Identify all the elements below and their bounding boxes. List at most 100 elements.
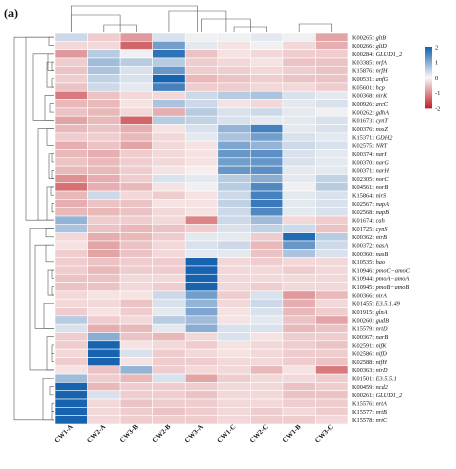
heatmap-cell-K15578-CW1-B: [282, 415, 316, 425]
heatmap-cell-K00262-CW2-B: [152, 107, 186, 117]
legend-gradient-step: [425, 85, 432, 88]
heatmap-cell-K00260-CW1-A: [54, 315, 88, 325]
heatmap-cell-K00368-CW3-C: [315, 90, 349, 100]
heatmap-cell-K02305-CW2-B: [152, 174, 186, 184]
heatmap-cell-K00531-CW3-A: [184, 74, 219, 84]
row-label-K01725: K01725: cynS: [352, 226, 388, 233]
legend-gradient-step: [425, 47, 432, 49]
heatmap-cell-K00284-CW1-B: [282, 49, 316, 59]
heatmap-cell-K00261-CW1-B: [282, 390, 316, 400]
heatmap-cell-K00265-CW2-B: [152, 32, 186, 42]
heatmap-cell-K02568-CW2-B: [152, 207, 186, 217]
row-label-K15577: K15577: nrtB: [352, 409, 387, 416]
legend-gradient-step: [425, 79, 432, 81]
legend-gradient-step: [425, 65, 432, 67]
heatmap-cell-K05601-CW1-B: [282, 82, 316, 92]
heatmap-cell-K00374-CW1-C: [217, 149, 251, 159]
row-dendrogram-branch-18: [46, 128, 54, 146]
row-label-K15876: K15876: nrfH: [352, 68, 388, 75]
row-dendrogram-branch-0: [48, 36, 54, 46]
heatmap-cell-K00376-CW1-A: [54, 124, 88, 134]
heatmap-cell-K00370-CW1-B: [282, 157, 316, 167]
heatmap-cell-K00374-CW2-C: [250, 149, 284, 159]
heatmap-cell-K02567-CW2-B: [152, 199, 186, 209]
row-dendrogram-branch-17: [44, 95, 54, 121]
row-label-K00374: K00374: narI: [352, 151, 387, 158]
legend-gradient-step: [425, 93, 432, 96]
legend-gradient-step: [425, 106, 432, 109]
heatmap-cell-K15578-CW1-C: [217, 415, 251, 425]
heatmap-cell-K01915-CW3-B: [119, 307, 153, 317]
heatmap-cell-K01674-CW3-B: [119, 215, 153, 225]
heatmap-cell-K02568-CW2-A: [87, 207, 121, 217]
legend-gradient-step: [425, 92, 432, 95]
heatmap-cell-K01455-CW3-B: [119, 298, 153, 308]
heatmap-cell-K00367-CW1-A: [54, 332, 88, 342]
heatmap-cell-K02591-CW3-C: [315, 340, 349, 350]
legend-gradient-step: [425, 101, 432, 104]
legend-gradient-step: [425, 49, 432, 51]
column-label-CW1-C: CW1-C: [216, 423, 238, 445]
legend-gradient-step: [425, 70, 432, 72]
row-dendrogram-branch-32: [13, 36, 54, 421]
heatmap-cell-K00370-CW3-B: [119, 157, 153, 167]
legend-gradient-step: [425, 50, 432, 52]
heatmap-cell-K00266-CW1-A: [54, 41, 88, 50]
heatmap-cell-K00362-CW3-C: [315, 232, 349, 242]
legend-gradient-step: [425, 73, 432, 75]
row-label-K00371: K00371: narH: [352, 168, 389, 175]
row-label-K00368: K00368: nirK: [352, 93, 388, 100]
heatmap-cell-K04561-CW2-A: [87, 182, 121, 192]
heatmap-cell-K15371-CW2-B: [152, 132, 186, 142]
column-label-CW2-A: CW2-A: [85, 423, 107, 445]
heatmap-cell-K00261-CW3-C: [315, 390, 349, 400]
heatmap-cell-K02591-CW1-C: [217, 340, 251, 350]
heatmap-cell-K15371-CW2-A: [87, 132, 121, 142]
heatmap-cell-K00376-CW3-C: [315, 124, 349, 134]
heatmap-cell-K05601-CW3-C: [315, 82, 349, 92]
heatmap-cell-K01673-CW3-B: [119, 115, 153, 125]
row-dendrogram-branch-7: [50, 186, 54, 196]
heatmap-cell-K03385-CW1-A: [54, 57, 88, 67]
heatmap-cell-K02568-CW1-B: [282, 207, 316, 217]
row-label-K15864: K15864: nirS: [352, 193, 387, 200]
heatmap-cell-K00372-CW1-C: [217, 240, 251, 250]
heatmap-cell-K10946-CW2-A: [87, 265, 121, 275]
heatmap-cell-K00360-CW3-B: [119, 249, 153, 258]
heatmap-cell-K00265-CW1-C: [217, 32, 251, 42]
heatmap-cell-K00367-CW2-C: [250, 332, 284, 342]
legend-gradient-step: [425, 56, 432, 58]
heatmap-cell-K02591-CW3-B: [119, 340, 153, 350]
heatmap-cell-K15371-CW3-C: [315, 132, 349, 142]
heatmap-cell-K15579-CW3-B: [119, 323, 153, 333]
heatmap-cell-K15864-CW3-B: [119, 190, 153, 200]
heatmap-cell-K00372-CW2-C: [250, 240, 284, 250]
heatmap-cell-K00531-CW2-A: [87, 74, 121, 84]
heatmap-cell-K00363-CW1-C: [217, 365, 251, 375]
heatmap-cell-K00262-CW3-A: [184, 107, 219, 117]
heatmap-cell-K15577-CW2-A: [87, 407, 121, 416]
heatmap-cell-K01673-CW2-C: [250, 115, 284, 125]
row-label-K10946: K10946: pmoC−amoC: [352, 267, 411, 274]
heatmap-cell-K02588-CW2-B: [152, 357, 186, 367]
heatmap-cell-K00265-CW2-C: [250, 32, 284, 42]
heatmap-cell-K00360-CW2-B: [152, 249, 186, 258]
heatmap-cell-K02591-CW2-C: [250, 340, 284, 350]
heatmap-cell-K00284-CW2-B: [152, 49, 186, 59]
heatmap-cell-K15577-CW3-A: [184, 407, 219, 416]
heatmap-cell-K02591-CW2-A: [87, 340, 121, 350]
heatmap-cell-K01725-CW1-A: [54, 224, 88, 233]
heatmap-cell-K02567-CW3-C: [315, 199, 349, 209]
legend-gradient-step: [425, 76, 432, 78]
heatmap-cell-K00372-CW1-A: [54, 240, 88, 250]
heatmap-cell-K04561-CW2-B: [152, 182, 186, 192]
row-label-K00367: K00367: narB: [352, 334, 388, 341]
row-label-K05601: K05601: hcp: [352, 84, 385, 91]
heatmap-cell-K00266-CW1-B: [282, 41, 316, 50]
heatmap-cell-K02591-CW1-B: [282, 340, 316, 350]
heatmap-cell-K15577-CW1-B: [282, 407, 316, 416]
heatmap-cell-K05601-CW2-A: [87, 82, 121, 92]
column-label-CW3-A: CW3-A: [183, 423, 205, 445]
heatmap-cell-K02588-CW2-C: [250, 357, 284, 367]
heatmap-cell-K10945-CW1-A: [54, 282, 88, 292]
